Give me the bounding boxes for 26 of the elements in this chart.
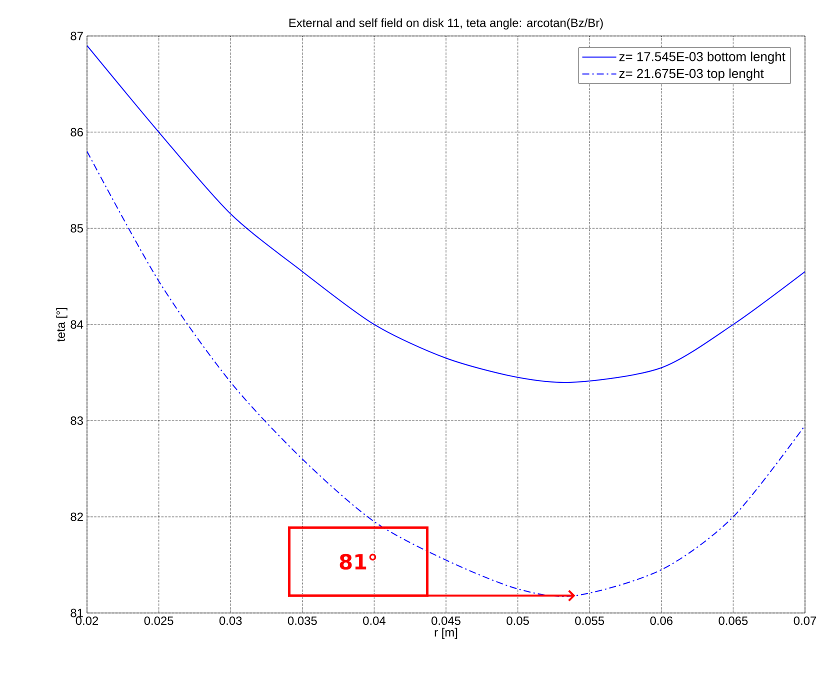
chart-title: External and self field on disk 11, teta angle: arcotan(Bz/Br) — [289, 18, 603, 30]
y-tick-label: 87 — [70, 32, 83, 40]
annotation: 81° — [340, 554, 376, 570]
y-tick-label: 82 — [70, 512, 83, 522]
x-tick-label: 0.065 — [718, 616, 748, 625]
legend-label: z= 17.545E-03 bottom lenght — [619, 52, 786, 64]
x-tick-label: 0.025 — [144, 616, 174, 625]
x-tick-label: 0.04 — [363, 616, 386, 625]
legend-label: z= 21.675E-03 top lenght — [619, 68, 764, 81]
y-tick-label: 86 — [70, 128, 83, 136]
x-tick-label: 0.05 — [506, 616, 529, 625]
x-tick-label: 0.06 — [650, 616, 673, 625]
y-tick-label: 85 — [70, 224, 83, 233]
x-tick-label: 0.03 — [219, 616, 242, 625]
x-tick-label: 0.07 — [794, 616, 816, 625]
x-tick-label: 0.055 — [575, 616, 604, 625]
y-axis-title: teta [°] — [56, 308, 68, 342]
x-tick-label: 0.045 — [432, 616, 460, 625]
y-tick-label: 81 — [70, 608, 83, 618]
x-axis-title: r [m] — [434, 628, 458, 639]
line-series — [87, 150, 806, 597]
x-tick-label: 0.035 — [288, 616, 317, 625]
x-tick-label: 0.02 — [76, 616, 98, 625]
y-tick-label: 84 — [70, 320, 84, 329]
line-series — [87, 45, 806, 383]
y-tick-label: 83 — [70, 416, 83, 425]
